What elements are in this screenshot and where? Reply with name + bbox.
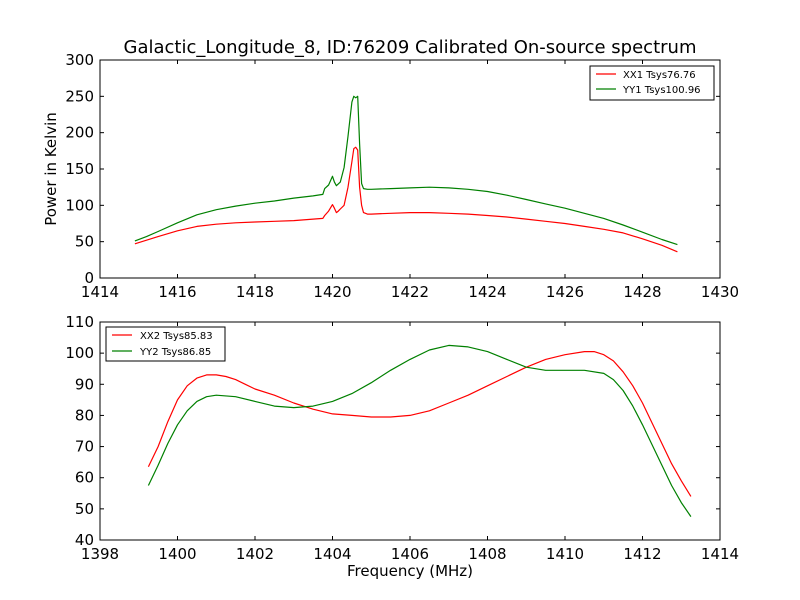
y-tick-label: 300 (65, 51, 94, 69)
y-tick-label: 100 (65, 344, 94, 362)
x-tick-label: 1406 (391, 545, 429, 563)
x-tick-label: 1414 (81, 283, 119, 301)
series-line-xx2 (147, 351, 692, 497)
x-tick-label: 1398 (81, 545, 119, 563)
series-line-yy1 (134, 95, 678, 246)
top-ticks-layer: 1414 1416 1418 1420 1422 1424 1426 1428 1430 0 50 1… (65, 51, 739, 301)
y-tick-label: 90 (75, 375, 94, 393)
x-tick-label: 1430 (701, 283, 739, 301)
top-series-layer (134, 95, 678, 253)
x-tick-label: 1420 (313, 283, 351, 301)
y-tick-label: 200 (65, 124, 94, 142)
bottom-series-layer (147, 344, 692, 517)
y-tick-label: 70 (75, 438, 94, 456)
y-tick-label: 60 (75, 469, 94, 487)
y-tick-label: 50 (75, 233, 94, 251)
legend-label-yy2: YY2 Tsys86.85 (139, 347, 211, 358)
bottom-ticks-layer: 1398 1400 1402 1404 1406 1408 1410 1412 1414 40 50… (65, 313, 739, 563)
top-panel: Galactic_Longitude_8, ID:76209 Calibrate… (42, 37, 739, 301)
chart-title: Galactic_Longitude_8, ID:76209 Calibrate… (124, 37, 697, 58)
series-line-yy2 (147, 344, 692, 517)
y-tick-label: 110 (65, 313, 94, 331)
series-line-xx1 (134, 146, 678, 253)
y-tick-label: 100 (65, 196, 94, 214)
legend-label-yy1: YY1 Tsys100.96 (622, 85, 701, 96)
x-tick-label: 1410 (546, 545, 584, 563)
legend-label-xx1: XX1 Tsys76.76 (623, 70, 696, 81)
x-tick-label: 1428 (623, 283, 661, 301)
x-tick-label: 1408 (468, 545, 506, 563)
top-legend: XX1 Tsys76.76 YY1 Tsys100.96 (589, 65, 715, 101)
x-tick-label: 1402 (236, 545, 274, 563)
x-tick-label: 1404 (313, 545, 351, 563)
x-tick-label: 1416 (158, 283, 196, 301)
y-tick-label: 40 (75, 531, 94, 549)
y-axis-label: Power in Kelvin (42, 112, 60, 226)
bottom-panel: Frequency (MHz) 1398 1400 1402 1404 1406 1408… (65, 313, 739, 580)
y-tick-label: 150 (65, 160, 94, 178)
y-tick-label: 250 (65, 87, 94, 105)
x-tick-label: 1412 (623, 545, 661, 563)
x-tick-label: 1418 (236, 283, 274, 301)
bottom-legend-box (105, 326, 226, 362)
y-tick-label: 50 (75, 500, 94, 518)
x-tick-label: 1414 (701, 545, 739, 563)
top-legend-box (589, 65, 715, 101)
y-tick-label: 80 (75, 406, 94, 424)
x-axis-label: Frequency (MHz) (347, 562, 473, 580)
x-tick-label: 1400 (158, 545, 196, 563)
y-tick-label: 0 (84, 269, 94, 287)
x-tick-label: 1422 (391, 283, 429, 301)
x-tick-label: 1424 (468, 283, 506, 301)
bottom-legend: XX2 Tsys85.83 YY2 Tsys86.85 (105, 326, 226, 362)
x-tick-label: 1426 (546, 283, 584, 301)
legend-label-xx2: XX2 Tsys85.83 (140, 331, 213, 342)
